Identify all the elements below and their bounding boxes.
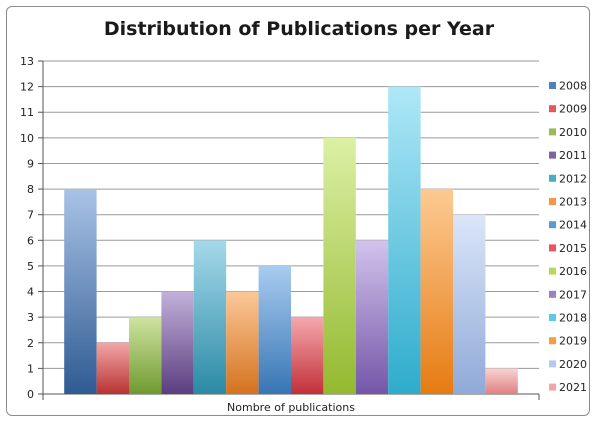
y-tick-label: 8 (27, 183, 34, 196)
legend-label-2009: 2009 (559, 103, 587, 116)
y-tick-label: 2 (27, 337, 34, 350)
bar-2009 (96, 342, 129, 394)
legend-label-2019: 2019 (559, 335, 587, 348)
bar-2018 (388, 86, 421, 394)
y-tick-label: 3 (27, 311, 34, 324)
bar-2014 (258, 265, 291, 394)
legend-label-2021: 2021 (559, 381, 587, 394)
bar-2016 (323, 137, 356, 394)
legend: 2008 2009 2010 2011 2012 2013 2014 2015 2016 2017… (549, 80, 587, 394)
legend-swatch-2015 (549, 244, 556, 252)
legend-swatch-2012 (549, 174, 556, 182)
y-tick-label: 13 (20, 55, 34, 68)
legend-label-2015: 2015 (559, 242, 587, 255)
bar-2017 (355, 240, 389, 394)
legend-swatch-2018 (549, 314, 556, 321)
y-tick-label: 12 (20, 81, 34, 94)
legend-swatch-2008 (549, 82, 556, 89)
y-tick-label: 9 (27, 157, 34, 170)
x-axis-label: Nombre of publications (227, 401, 355, 414)
legend-swatch-2014 (549, 221, 556, 229)
legend-label-2016: 2016 (559, 265, 587, 278)
legend-label-2010: 2010 (559, 126, 587, 139)
legend-label-2013: 2013 (559, 196, 587, 209)
legend-swatch-2011 (549, 151, 556, 159)
legend-swatch-2017 (549, 290, 556, 298)
legend-label-2020: 2020 (559, 358, 587, 371)
chart-title: Distribution of Publications per Year (103, 18, 495, 40)
bar-2010 (129, 317, 162, 394)
bar-2020 (453, 214, 486, 394)
bar-2008 (64, 189, 97, 394)
legend-swatch-2009 (549, 105, 556, 113)
y-tick-label: 1 (27, 362, 34, 375)
bar-2013 (226, 291, 259, 394)
legend-swatch-2016 (549, 267, 556, 275)
y-tick-label: 10 (20, 132, 34, 145)
y-tick-label: 7 (27, 209, 34, 222)
legend-swatch-2021 (549, 383, 556, 391)
bar-2011 (161, 291, 194, 394)
y-tick-label: 5 (27, 260, 34, 273)
y-tick-label: 4 (27, 286, 34, 299)
legend-swatch-2010 (549, 128, 556, 136)
y-tick-label: 0 (27, 388, 34, 401)
y-tick-label: 11 (20, 106, 34, 119)
legend-label-2011: 2011 (559, 149, 587, 162)
legend-label-2012: 2012 (559, 172, 587, 185)
legend-swatch-2020 (549, 360, 556, 368)
bar-2015 (291, 317, 324, 394)
legend-label-2018: 2018 (559, 312, 587, 325)
legend-swatch-2019 (549, 337, 556, 345)
legend-label-2008: 2008 (559, 80, 587, 93)
bar-2019 (420, 189, 453, 394)
bar-2021 (485, 368, 518, 394)
legend-swatch-2013 (549, 198, 556, 205)
bar-2012 (193, 240, 227, 394)
legend-label-2014: 2014 (559, 219, 587, 232)
bars (64, 86, 518, 394)
legend-label-2017: 2017 (559, 288, 587, 301)
y-tick-label: 6 (27, 234, 34, 247)
